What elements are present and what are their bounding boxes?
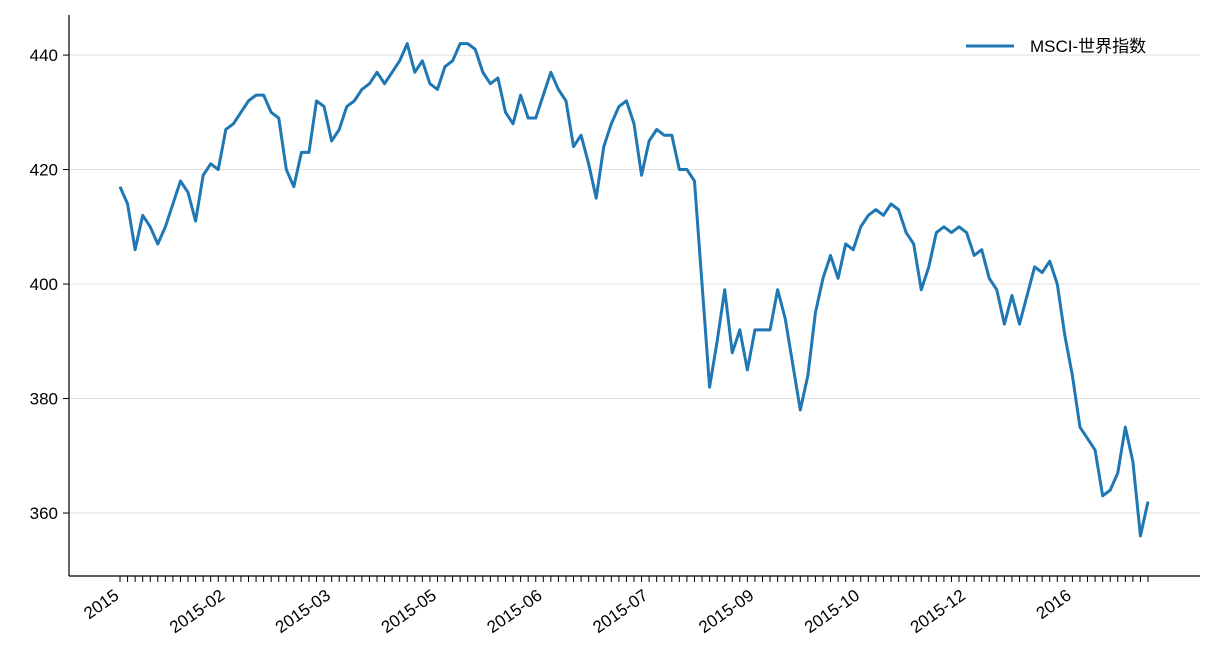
x-tick-label: 2015-03: [272, 586, 334, 637]
x-tick-label: 2016: [1033, 586, 1075, 623]
y-tick-label: 380: [30, 390, 58, 409]
line-series: [118, 42, 1150, 538]
y-tick-label: 360: [30, 504, 58, 523]
y-tick-label: 440: [30, 46, 58, 65]
legend-label: MSCI-世界指数: [1030, 37, 1146, 56]
x-tick-label: 2015-05: [378, 586, 440, 637]
y-tick-label: 420: [30, 161, 58, 180]
x-tick-label: 2015-07: [589, 586, 651, 637]
x-tick-label: 2015: [80, 586, 122, 623]
y-tick-label: 400: [30, 275, 58, 294]
x-tick-label: 2015-06: [484, 586, 546, 637]
x-tick-label: 2015-10: [801, 586, 863, 637]
x-tick-label: 2015-02: [166, 586, 228, 637]
x-tick-label: 2015-09: [695, 586, 757, 637]
x-tick-label: 2015-12: [907, 586, 969, 637]
